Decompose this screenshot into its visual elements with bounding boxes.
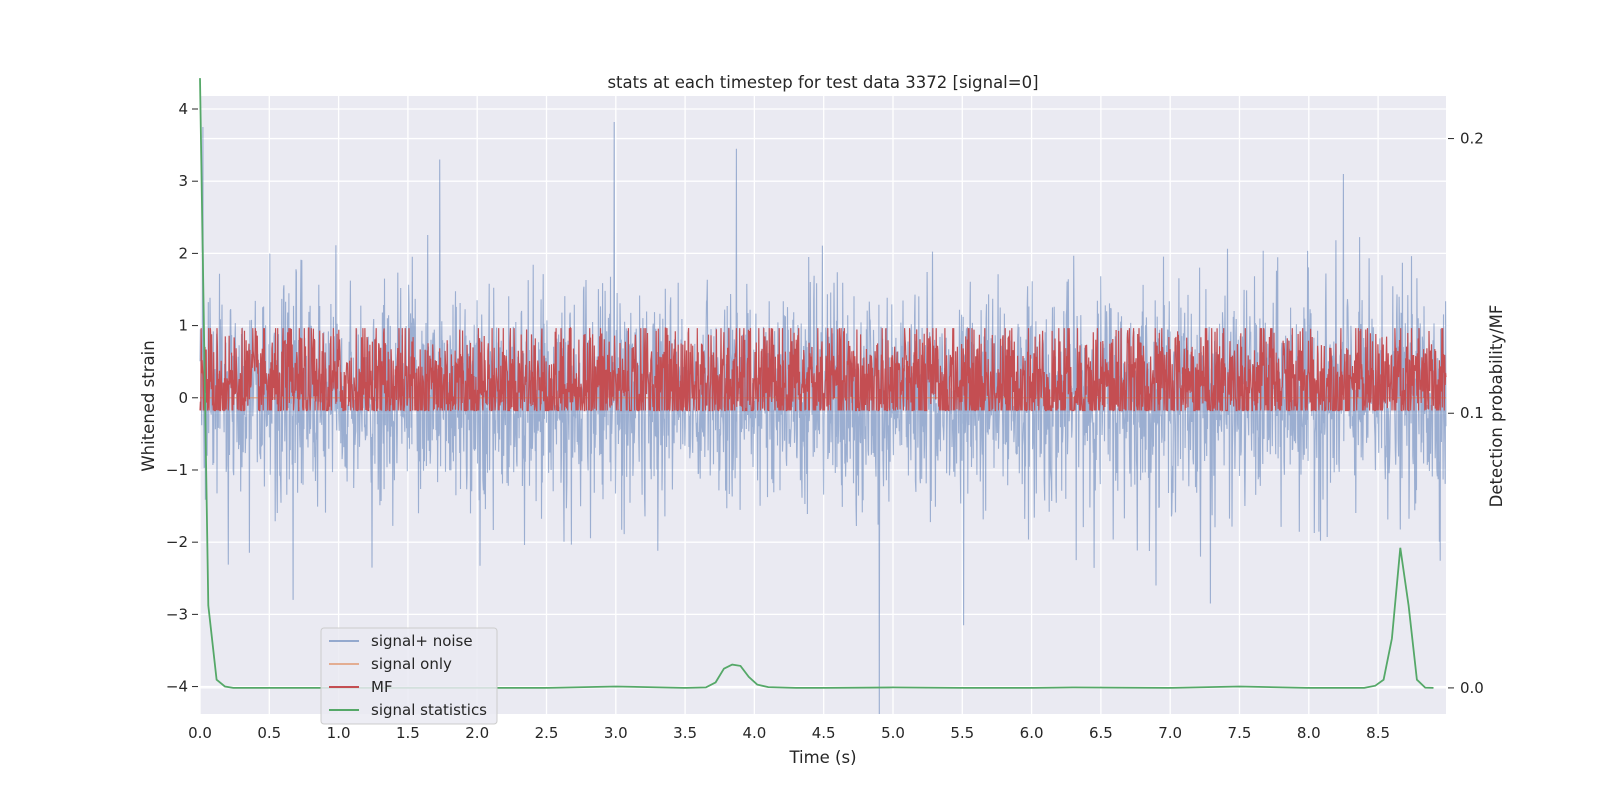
x-tick-label: 6.5 xyxy=(1089,724,1113,742)
y-tick-label: −1 xyxy=(166,461,188,479)
x-tick-label: 7.0 xyxy=(1158,724,1182,742)
x-tick-label: 2.5 xyxy=(535,724,559,742)
chart-title: stats at each timestep for test data 337… xyxy=(607,73,1038,92)
series-line-signal-statistics xyxy=(199,78,1434,689)
legend-label-mf: MF xyxy=(371,678,393,696)
y-tick-label: 1 xyxy=(178,317,188,335)
x-axis-title: Time (s) xyxy=(788,748,856,767)
axes: 0.0 0.5 1.0 1.5 2.0 2.5 3.0 3.5 4.0 4.5 5.0 5.5 6.0 6… xyxy=(166,100,1484,742)
y2-tick-label: 0.0 xyxy=(1460,679,1484,697)
x-tick-label: 0.0 xyxy=(188,724,212,742)
x-tick-label: 3.5 xyxy=(673,724,697,742)
x-tick-label: 5.0 xyxy=(881,724,905,742)
y-tick-label: 2 xyxy=(178,244,188,262)
x-tick-label: 3.0 xyxy=(604,724,628,742)
y-tick-label: 4 xyxy=(178,100,188,118)
y-tick-label: −4 xyxy=(166,678,188,696)
x-tick-label: 5.5 xyxy=(950,724,974,742)
y-tick-label: 3 xyxy=(178,172,188,190)
y2-tick-label: 0.2 xyxy=(1460,130,1484,148)
x-tick-label: 4.0 xyxy=(742,724,766,742)
y2-tick-label: 0.1 xyxy=(1460,404,1484,422)
y-tick-label: −3 xyxy=(166,605,188,623)
x-tick-label: 8.5 xyxy=(1366,724,1390,742)
x-tick-label: 4.5 xyxy=(812,724,836,742)
x-tick-label: 6.0 xyxy=(1020,724,1044,742)
x-tick-label: 1.0 xyxy=(327,724,351,742)
y-tick-label: 0 xyxy=(178,389,188,407)
legend-label-signal-noise: signal+ noise xyxy=(371,632,473,650)
y-tick-label: −2 xyxy=(166,533,188,551)
legend-label-signal-statistics: signal statistics xyxy=(371,701,487,719)
x-tick-label: 2.0 xyxy=(465,724,489,742)
x-tick-label: 0.5 xyxy=(257,724,281,742)
legend: signal+ noise signal only MF signal stat… xyxy=(320,627,498,725)
series-line-mf xyxy=(199,326,1447,412)
series-layer xyxy=(199,78,1447,715)
legend-box xyxy=(320,627,498,725)
y-axis-title: Whitened strain xyxy=(139,340,158,471)
x-tick-label: 1.5 xyxy=(396,724,420,742)
legend-label-signal-only: signal only xyxy=(371,655,452,673)
x-tick-label: 8.0 xyxy=(1297,724,1321,742)
x-tick-label: 7.5 xyxy=(1228,724,1252,742)
y2-axis-title: Detection probability/MF xyxy=(1487,305,1506,508)
